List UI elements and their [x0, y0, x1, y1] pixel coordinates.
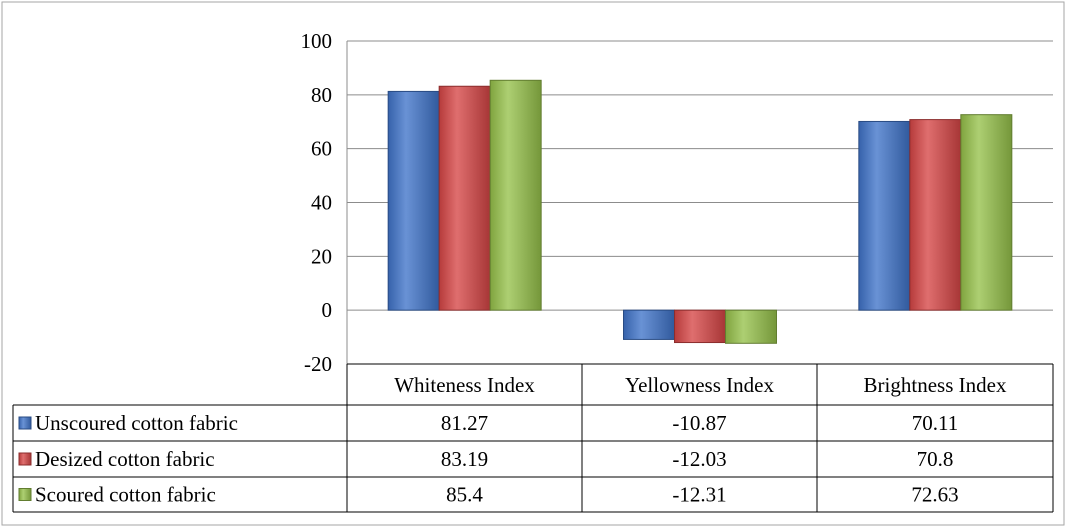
- legend-label: Scoured cotton fabric: [35, 483, 216, 507]
- data-label: -12.03: [672, 447, 726, 471]
- legend-swatch: [18, 488, 32, 501]
- category-label: Whiteness Index: [394, 373, 535, 397]
- y-tick-label: 80: [311, 83, 332, 107]
- data-label: -10.87: [672, 411, 726, 435]
- legend-swatch: [18, 452, 32, 466]
- y-tick-label: 0: [322, 298, 333, 322]
- legend-label: Unscoured cotton fabric: [35, 411, 238, 435]
- bar-2-1: [909, 119, 962, 311]
- bar-2-0: [858, 120, 911, 311]
- bar-1-0: [623, 309, 675, 340]
- bar-1-1: [674, 309, 726, 344]
- bar-0-0: [387, 90, 440, 311]
- bar-2-2: [960, 114, 1013, 311]
- y-tick-label: 100: [301, 29, 333, 53]
- data-label: 70.11: [912, 411, 958, 435]
- bar-1-2: [725, 309, 777, 344]
- data-label: -12.31: [672, 483, 726, 507]
- legend-label: Desized cotton fabric: [35, 447, 215, 471]
- y-tick-label: 60: [311, 137, 332, 161]
- data-label: 81.27: [441, 411, 488, 435]
- category-label: Brightness Index: [864, 373, 1007, 397]
- legend-swatch: [18, 416, 32, 430]
- data-label: 83.19: [441, 447, 488, 471]
- y-tick-label: -20: [304, 352, 332, 376]
- data-label: 72.63: [911, 483, 958, 507]
- y-tick-label: 20: [311, 244, 332, 268]
- category-label: Yellowness Index: [625, 373, 774, 397]
- bar-0-1: [438, 85, 491, 311]
- data-label: 85.4: [446, 483, 483, 507]
- y-tick-label: 40: [311, 191, 332, 215]
- bar-0-2: [489, 79, 542, 311]
- data-label: 70.8: [917, 447, 954, 471]
